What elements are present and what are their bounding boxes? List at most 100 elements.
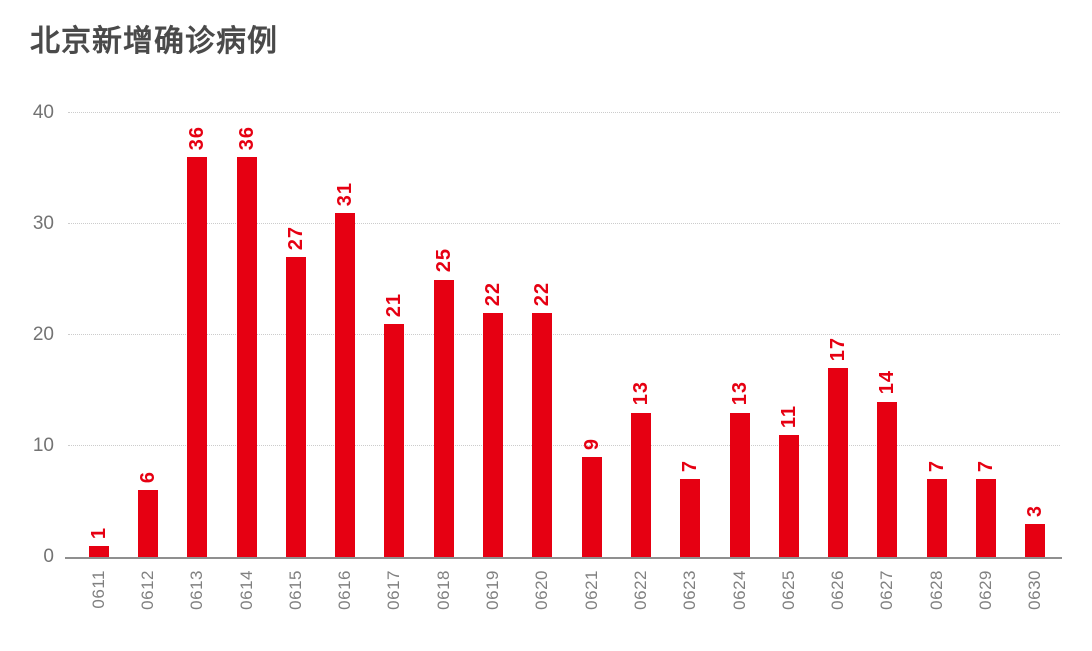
bar-value-label: 27 bbox=[284, 226, 307, 251]
x-tick-label: 0626 bbox=[828, 570, 848, 610]
gridline bbox=[68, 112, 1060, 113]
bar-column: 14 bbox=[863, 113, 912, 557]
bar-column: 1 bbox=[74, 113, 123, 557]
gridline bbox=[68, 334, 1060, 335]
bar-value-label: 36 bbox=[235, 126, 258, 151]
x-tick-label: 0612 bbox=[137, 570, 157, 610]
bar-column: 21 bbox=[370, 113, 419, 557]
bar bbox=[630, 412, 651, 557]
x-tick: 0612 bbox=[123, 570, 172, 645]
x-tick-label: 0611 bbox=[88, 570, 108, 609]
x-tick-label: 0617 bbox=[384, 570, 404, 610]
bar-value-label: 11 bbox=[777, 404, 800, 428]
bar-value-label: 31 bbox=[334, 181, 357, 206]
x-tick: 0622 bbox=[616, 570, 665, 645]
bar-value-label: 13 bbox=[728, 381, 751, 406]
x-tick: 0624 bbox=[715, 570, 764, 645]
bar-column: 3 bbox=[1011, 113, 1060, 557]
bar-value-label: 22 bbox=[482, 281, 505, 306]
x-tick-label: 0622 bbox=[630, 570, 650, 610]
x-tick-label: 0621 bbox=[581, 570, 601, 610]
x-tick-label: 0618 bbox=[433, 570, 453, 610]
x-tick-label: 0620 bbox=[532, 570, 552, 610]
bar bbox=[236, 157, 257, 557]
x-tick: 0620 bbox=[518, 570, 567, 645]
x-tick: 0630 bbox=[1011, 570, 1060, 645]
bar-value-label: 7 bbox=[975, 460, 998, 473]
bar-value-label: 36 bbox=[186, 126, 209, 151]
bar-column: 31 bbox=[321, 113, 370, 557]
x-tick: 0613 bbox=[173, 570, 222, 645]
y-tick-label: 30 bbox=[32, 213, 54, 234]
bar-column: 22 bbox=[468, 113, 517, 557]
y-tick-label: 40 bbox=[32, 102, 54, 123]
bar bbox=[88, 545, 109, 557]
x-tick: 0619 bbox=[468, 570, 517, 645]
x-tick-label: 0624 bbox=[729, 570, 749, 610]
y-axis-labels: 0 10 20 30 40 bbox=[0, 102, 54, 567]
bar-column: 13 bbox=[715, 113, 764, 557]
bar-value-label: 22 bbox=[531, 281, 554, 306]
bar bbox=[729, 412, 750, 557]
bar bbox=[976, 479, 997, 557]
x-tick-label: 0627 bbox=[877, 570, 897, 610]
y-tick-label: 10 bbox=[32, 435, 54, 456]
x-tick: 0627 bbox=[863, 570, 912, 645]
x-tick: 0621 bbox=[567, 570, 616, 645]
x-tick: 0625 bbox=[764, 570, 813, 645]
bar-column: 25 bbox=[419, 113, 468, 557]
x-tick-label: 0616 bbox=[335, 570, 355, 610]
bar-column: 13 bbox=[616, 113, 665, 557]
bar bbox=[680, 479, 701, 557]
bar-column: 22 bbox=[518, 113, 567, 557]
bar-column: 9 bbox=[567, 113, 616, 557]
x-tick-label: 0625 bbox=[778, 570, 798, 610]
x-tick: 0614 bbox=[222, 570, 271, 645]
bar-column: 36 bbox=[173, 113, 222, 557]
bar bbox=[877, 401, 898, 557]
bar bbox=[384, 323, 405, 557]
bar-column: 7 bbox=[961, 113, 1010, 557]
bar-value-label: 9 bbox=[580, 437, 603, 451]
bar bbox=[187, 157, 208, 557]
x-tick: 0616 bbox=[321, 570, 370, 645]
bar-value-label: 14 bbox=[876, 370, 899, 395]
bar bbox=[433, 279, 454, 557]
x-tick: 0615 bbox=[271, 570, 320, 645]
bar-value-label: 25 bbox=[432, 248, 455, 273]
x-tick: 0629 bbox=[961, 570, 1010, 645]
bar bbox=[137, 490, 158, 557]
bar-value-label: 13 bbox=[629, 381, 652, 406]
bar bbox=[581, 457, 602, 557]
bar-value-label: 3 bbox=[1024, 504, 1047, 517]
x-tick-label: 0628 bbox=[926, 570, 946, 610]
bar bbox=[1025, 523, 1046, 557]
x-tick-label: 0613 bbox=[187, 570, 207, 610]
x-tick-label: 0630 bbox=[1025, 570, 1045, 610]
bar-value-label: 17 bbox=[827, 337, 850, 362]
bar-value-label: 6 bbox=[136, 471, 159, 484]
bar-column: 6 bbox=[123, 113, 172, 557]
bar-column: 11 bbox=[764, 113, 813, 557]
gridline bbox=[68, 445, 1060, 446]
x-tick-label: 0623 bbox=[680, 570, 700, 610]
x-tick: 0628 bbox=[912, 570, 961, 645]
bar-column: 7 bbox=[666, 113, 715, 557]
bar bbox=[926, 479, 947, 557]
x-tick-label: 0614 bbox=[236, 570, 256, 610]
x-tick: 0611 bbox=[74, 570, 123, 645]
bar bbox=[828, 368, 849, 557]
bar-value-label: 7 bbox=[925, 460, 948, 473]
bar bbox=[483, 312, 504, 557]
bar-value-label: 7 bbox=[679, 460, 702, 473]
bar-column: 36 bbox=[222, 113, 271, 557]
x-tick: 0626 bbox=[814, 570, 863, 645]
x-tick-label: 0629 bbox=[976, 570, 996, 610]
chart-title: 北京新增确诊病例 bbox=[30, 25, 278, 58]
x-tick: 0617 bbox=[370, 570, 419, 645]
bar-column: 7 bbox=[912, 113, 961, 557]
y-tick-label: 0 bbox=[43, 546, 54, 567]
x-tick: 0623 bbox=[666, 570, 715, 645]
x-tick: 0618 bbox=[419, 570, 468, 645]
